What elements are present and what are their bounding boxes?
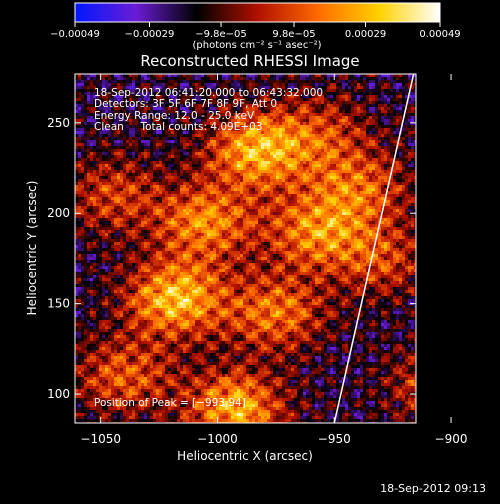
colorbar-ticks: −0.00049 −0.00029 −9.8e−05 9.8e−05 0.00029 0.… [50, 22, 461, 40]
x-tick-label: −1050 [80, 432, 121, 446]
y-tick-label: 200 [47, 206, 70, 220]
colorbar-unit: (photons cm⁻² s⁻¹ asec⁻²) [192, 40, 321, 51]
x-tick-label: −900 [435, 432, 468, 446]
colorbar-tick-label: −0.00049 [50, 29, 100, 40]
y-tick-label: 250 [47, 116, 70, 130]
colorbar [75, 3, 440, 22]
y-tick-label: 100 [47, 387, 70, 401]
detectors-label: Detectors: 3F 5F 6F 7F 8F 9F, Att 0 [94, 99, 277, 110]
x-axis-label: Heliocentric X (arcsec) [177, 449, 313, 463]
x-tick-label: −1000 [197, 432, 238, 446]
colorbar-tick-label: 9.8e−05 [272, 29, 315, 40]
peak-position-label: Position of Peak = [−993,94] [94, 398, 246, 409]
colorbar-tick-label: −0.00029 [125, 29, 175, 40]
colorbar-tick-label: −9.8e−05 [195, 29, 247, 40]
footer-timestamp: 18-Sep-2012 09:13 [380, 482, 486, 495]
y-tick-label: 150 [47, 297, 70, 311]
colorbar-tick-label: 0.00049 [419, 29, 460, 40]
clean-counts-label: Clean Total counts: 4.09E+03 [94, 122, 263, 133]
y-axis-label: Heliocentric Y (arcsec) [25, 181, 39, 316]
colorbar-tick-label: 0.00029 [345, 29, 386, 40]
x-tick-label: −950 [318, 432, 351, 446]
chart-title: Reconstructed RHESSI Image [0, 52, 500, 70]
